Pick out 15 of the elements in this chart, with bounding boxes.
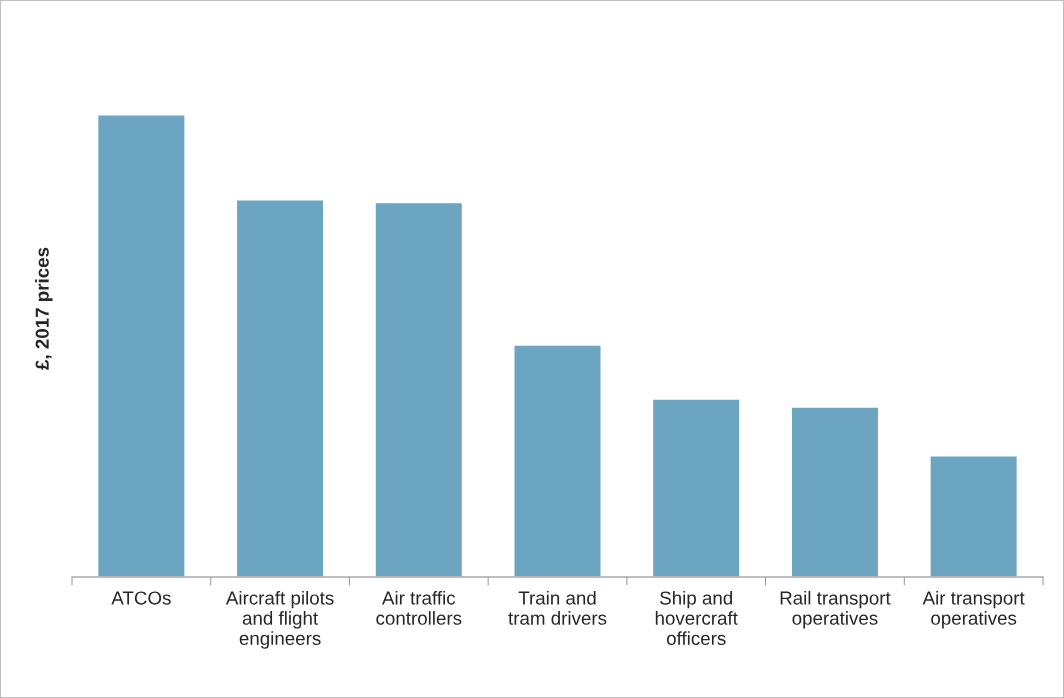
- x-tick-label: Train and tram drivers: [508, 590, 607, 625]
- bar: [235, 199, 325, 577]
- bar: [96, 114, 186, 577]
- bar: [929, 455, 1019, 577]
- x-tick-label: Aircraft pilots and flight engineers: [225, 590, 334, 649]
- x-tick-label: Air traffic controllers: [376, 590, 462, 625]
- y-axis-title: £, 2017 prices: [35, 247, 53, 370]
- bar: [513, 344, 602, 577]
- x-tick-label: Ship and hovercraft officers: [655, 590, 738, 646]
- x-tick-label: Rail transport operatives: [780, 590, 891, 629]
- bar: [651, 398, 741, 577]
- x-tick-label: ATCOs: [111, 591, 171, 605]
- bar: [374, 201, 464, 577]
- x-tick-label: Air transport operatives: [922, 590, 1025, 629]
- bar: [790, 406, 880, 577]
